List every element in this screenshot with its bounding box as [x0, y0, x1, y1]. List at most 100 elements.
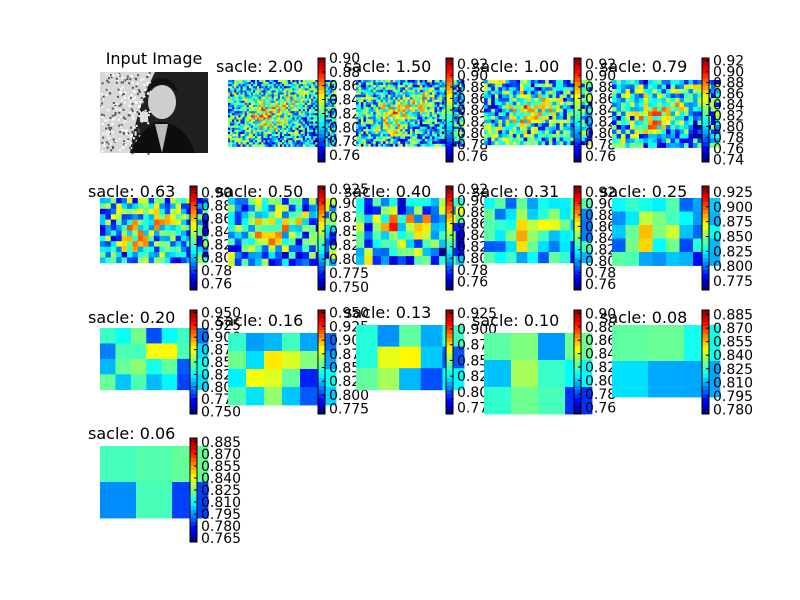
heatmap-cell — [395, 104, 399, 108]
heatmap-cell — [424, 111, 428, 115]
heatmap-cell — [360, 92, 364, 96]
heatmap-cell — [282, 129, 285, 133]
heatmap-cell — [427, 87, 431, 91]
heatmap-cell — [252, 104, 256, 108]
heatmap-cell — [322, 245, 330, 253]
heatmap-cell — [427, 134, 431, 137]
heatmap-cell — [370, 109, 374, 113]
heatmap-cell — [246, 107, 250, 110]
heatmap-cell — [380, 116, 384, 120]
colorbar-tick-label: 0.90 — [201, 186, 232, 202]
heatmap-cell — [688, 80, 694, 85]
heatmap-cell — [545, 83, 550, 88]
heatmap-cell — [390, 107, 394, 110]
heatmap-cell — [516, 230, 528, 242]
heatmap-cell — [240, 138, 243, 141]
heatmap-cell — [269, 129, 273, 133]
heatmap-cell — [414, 124, 418, 128]
heatmap-cell — [520, 134, 524, 138]
heatmap-cell — [298, 134, 302, 137]
heatmap-cell — [407, 143, 411, 147]
colorbar-segment — [318, 102, 325, 107]
heatmap-cell — [715, 102, 721, 108]
heatmap-cell — [228, 94, 231, 98]
heatmap-cell — [402, 126, 406, 130]
heatmap-cell — [288, 142, 291, 145]
heatmap-cell — [265, 84, 268, 87]
heatmap-cell — [313, 109, 316, 112]
colorbar-segment — [446, 154, 453, 159]
heatmap-cell — [556, 90, 560, 95]
heatmap-cell — [252, 80, 256, 83]
heatmap-cell — [240, 113, 243, 116]
heatmap-cell — [282, 138, 285, 141]
heatmap-cell — [300, 111, 304, 114]
heatmap-cell — [288, 119, 291, 122]
heatmap-cell — [295, 238, 303, 246]
heatmap-cell — [427, 111, 431, 115]
heatmap-cell — [621, 129, 626, 135]
heatmap-cell — [711, 80, 716, 85]
heatmap-cell — [238, 117, 241, 120]
heatmap-cell — [230, 131, 233, 135]
heatmap-cell — [159, 235, 166, 242]
heatmap-cell — [100, 257, 106, 264]
heatmap-cell — [202, 241, 209, 247]
heatmap-cell — [236, 96, 239, 100]
heatmap-cell — [313, 82, 316, 85]
heatmap-cell — [363, 104, 367, 108]
heatmap-cell — [315, 92, 318, 95]
heatmap-cell — [625, 111, 631, 117]
heatmap-cell — [527, 252, 539, 264]
heatmap-cell — [684, 89, 689, 94]
heatmap-cell — [648, 107, 653, 112]
heatmap-cell — [363, 143, 367, 147]
heatmap-cell — [429, 138, 433, 142]
heatmap-cell — [534, 116, 539, 120]
heatmap-cell — [232, 94, 235, 98]
heatmap-cell — [315, 98, 318, 102]
heatmap-cell — [244, 84, 248, 87]
heatmap-cell — [273, 82, 277, 85]
heatmap-cell — [588, 80, 593, 84]
heatmap-cell — [286, 113, 289, 116]
heatmap-cell — [244, 144, 248, 147]
heatmap-cell — [329, 129, 333, 133]
heatmap-cell — [268, 258, 276, 266]
heatmap-cell — [246, 136, 250, 139]
heatmap-cell — [454, 99, 458, 103]
heatmap-cell — [175, 214, 182, 220]
heatmap-cell — [385, 102, 389, 105]
heatmap-cell — [265, 86, 268, 89]
heatmap-cell — [298, 123, 302, 127]
heatmap-cell — [556, 126, 560, 131]
heatmap-cell — [616, 84, 622, 90]
heatmap-cell — [380, 119, 384, 123]
heatmap-cell — [360, 89, 364, 93]
heatmap-cell — [242, 90, 246, 93]
heatmap-cell — [402, 114, 406, 118]
heatmap-cell — [432, 104, 435, 108]
colorbar-segment — [446, 142, 453, 147]
heatmap-cell — [375, 92, 379, 96]
heatmap-cell — [288, 218, 296, 226]
heatmap-cell — [263, 134, 266, 137]
heatmap-cell — [240, 119, 243, 122]
heatmap-cell — [275, 121, 279, 125]
heatmap-cell — [269, 138, 273, 141]
heatmap-cell — [368, 104, 372, 108]
heatmap-cell — [432, 111, 435, 115]
colorbar-tick-label: 0.90 — [457, 68, 488, 84]
heatmap-cell — [311, 121, 314, 125]
heatmap-cell — [652, 93, 658, 99]
heatmap-cell — [392, 89, 396, 93]
heatmap-cell — [412, 84, 416, 88]
heatmap-cell — [414, 109, 418, 113]
heatmap-cell — [277, 100, 281, 104]
heatmap-cell — [454, 124, 458, 128]
heatmap-cell — [648, 102, 653, 108]
heatmap-cell — [559, 116, 564, 120]
heatmap-cell — [566, 80, 571, 84]
input-image-texture — [105, 72, 108, 75]
heatmap-cell — [259, 90, 262, 93]
